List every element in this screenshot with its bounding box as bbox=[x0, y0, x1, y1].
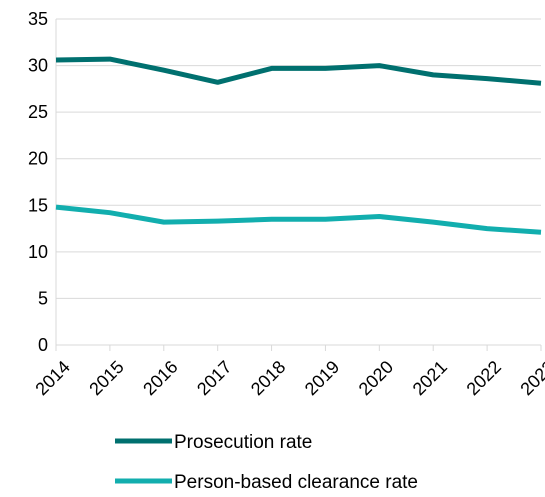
y-tick-label: 15 bbox=[28, 195, 48, 215]
legend: Prosecution rate Person-based clearance … bbox=[115, 432, 418, 493]
y-tick-label: 20 bbox=[28, 149, 48, 169]
y-tick-label: 25 bbox=[28, 102, 48, 122]
x-axis-tick-labels: 2014 2015 2016 2017 2018 2019 2020 2021 2022 2023 bbox=[31, 357, 545, 399]
legend-label-prosecution: Prosecution rate bbox=[174, 432, 312, 453]
y-tick-label: 35 bbox=[28, 9, 48, 29]
series-line-prosecution bbox=[55, 56, 542, 86]
x-tick-label: 2021 bbox=[409, 357, 451, 399]
y-tick-label: 5 bbox=[38, 288, 48, 308]
series-line-person-based-clearance bbox=[55, 204, 542, 235]
y-axis-tick-labels: 0 5 10 15 20 25 30 35 bbox=[28, 9, 48, 355]
x-tick-label: 2022 bbox=[463, 357, 505, 399]
x-tick-label: 2016 bbox=[139, 357, 181, 399]
y-tick-label: 30 bbox=[28, 56, 48, 76]
legend-item-person-based-clearance: Person-based clearance rate bbox=[115, 472, 418, 493]
y-tick-label: 0 bbox=[38, 335, 48, 355]
x-tick-label: 2018 bbox=[247, 357, 289, 399]
legend-item-prosecution: Prosecution rate bbox=[115, 432, 312, 453]
axes bbox=[55, 19, 542, 351]
y-tick-label: 10 bbox=[28, 242, 48, 262]
x-tick-label: 2023 bbox=[516, 357, 545, 399]
x-tick-label: 2014 bbox=[31, 357, 73, 399]
series-lines bbox=[55, 56, 542, 235]
x-tick-label: 2017 bbox=[193, 357, 235, 399]
legend-label-person-based-clearance: Person-based clearance rate bbox=[174, 472, 418, 493]
x-tick-label: 2020 bbox=[355, 357, 397, 399]
x-tick-label: 2015 bbox=[85, 357, 127, 399]
x-tick-label: 2019 bbox=[301, 357, 343, 399]
